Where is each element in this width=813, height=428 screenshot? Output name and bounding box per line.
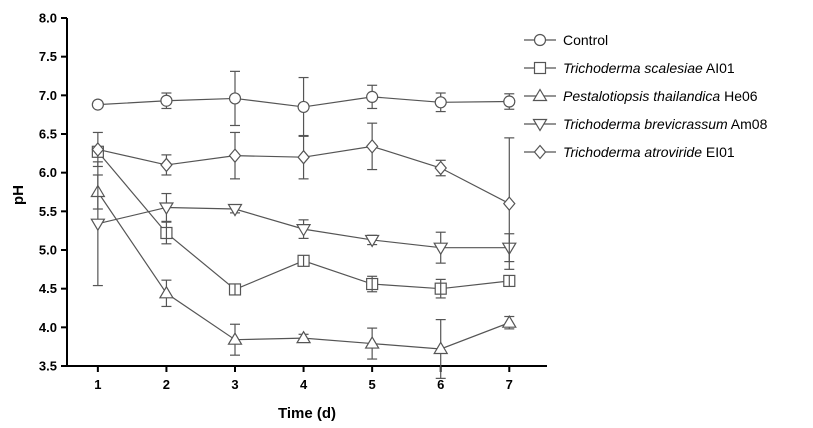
x-tick-label: 6 [437,377,444,392]
data-point [435,97,446,108]
y-tick-label: 4.5 [39,281,57,296]
series-line [98,192,509,349]
y-tick-label: 7.5 [39,49,57,64]
y-tick-label: 5.5 [39,204,57,219]
legend-marker [535,146,546,159]
legend-entry: Control [524,32,608,48]
data-point [92,99,103,110]
data-point [504,197,515,210]
data-point [434,342,447,353]
data-point [230,93,241,104]
y-tick-label: 5.0 [39,243,57,258]
legend: Control Trichoderma scalesiae AI01 Pestalo… [524,32,768,160]
legend-label: Pestalotiopsis thailandica He06 [563,88,758,104]
y-tick-label: 8.0 [39,11,57,26]
data-point [504,96,515,107]
x-tick-label: 7 [506,377,513,392]
data-point [298,151,309,164]
data-point [229,333,242,344]
data-point [503,316,516,327]
x-axis-label: Time (d) [278,405,336,422]
y-tick-label: 4.0 [39,320,57,335]
axes: 3.5 4.0 4.5 5.0 5.5 6.0 6.5 7.0 7.5 8.0 1 2 3 4 5 6 7 [39,11,547,393]
series-4 [91,162,515,286]
y-tick-label: 7.0 [39,88,57,103]
y-axis-label: pH [10,185,27,205]
data-point [435,162,446,175]
series-3 [91,175,515,378]
legend-marker [535,35,546,46]
legend-entry: Trichoderma brevicrassum Am08 [524,116,768,132]
y-tick-label: 6.5 [39,127,57,142]
legend-label: Trichoderma scalesiae AI01 [563,60,735,76]
legend-entry: Trichoderma atroviride EI01 [524,144,735,160]
data-point [160,287,173,298]
x-tick-label: 4 [300,377,308,392]
data-point [297,332,310,343]
data-point [230,149,241,162]
data-point [367,140,378,153]
data-point [161,158,172,171]
legend-entry: Pestalotiopsis thailandica He06 [524,88,758,104]
series-1 [92,71,514,136]
legend-marker [534,120,547,131]
data-point [161,95,172,106]
data-point [298,101,309,112]
x-tick-label: 2 [163,377,170,392]
legend-entry: Trichoderma scalesiae AI01 [524,60,735,76]
y-tick-label: 3.5 [39,359,57,374]
legend-label: Trichoderma brevicrassum Am08 [563,116,768,132]
x-tick-label: 1 [94,377,101,392]
legend-marker [534,90,547,101]
legend-label: Trichoderma atroviride EI01 [563,144,735,160]
data-point [434,243,447,254]
y-tick-label: 6.0 [39,165,57,180]
plot-area [91,71,515,378]
data-point [91,219,104,230]
x-tick-label: 5 [369,377,376,392]
data-point [367,91,378,102]
x-tick-label: 3 [231,377,238,392]
data-point [366,337,379,348]
legend-label: Control [563,32,608,48]
legend-marker [535,63,546,74]
